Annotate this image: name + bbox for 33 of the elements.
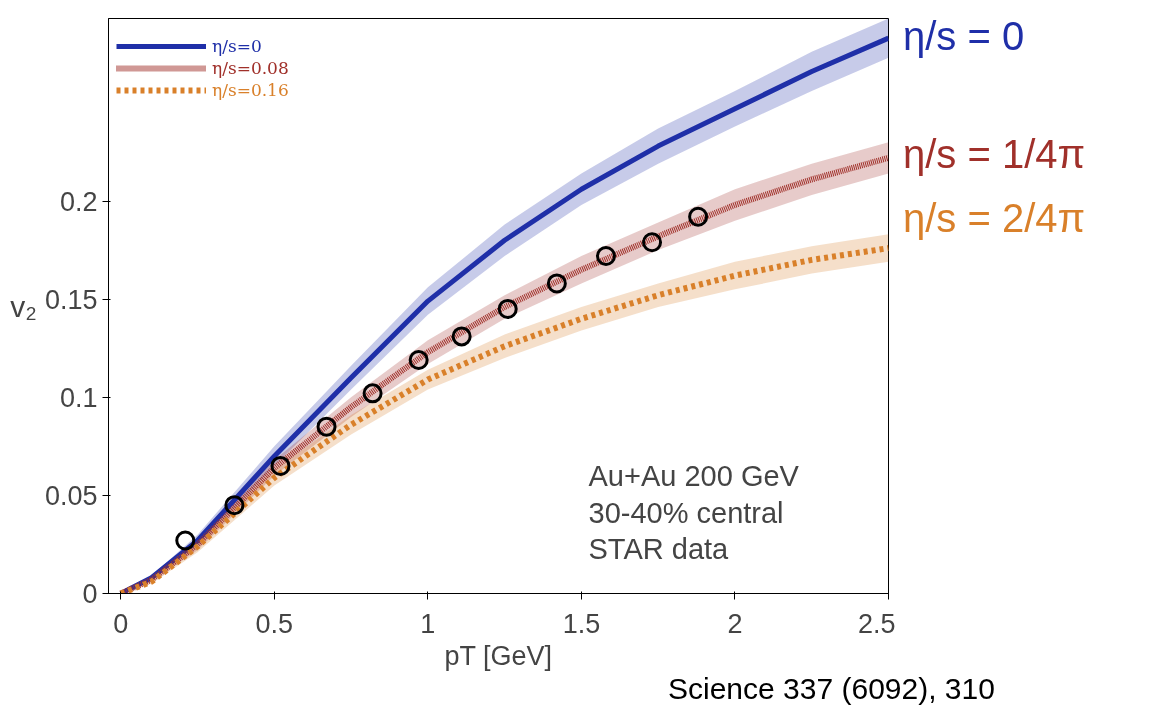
- x-axis-title: pT [GeV]: [444, 640, 553, 671]
- y-tick-label: 0.15: [44, 284, 98, 315]
- point: [688, 206, 709, 227]
- x-tick-label: 0.5: [255, 608, 294, 639]
- y-axis-title: v₂: [10, 289, 37, 323]
- point: [175, 530, 196, 551]
- point: [224, 495, 245, 516]
- point: [316, 416, 337, 437]
- point: [362, 383, 383, 404]
- text: Science 337 (6092), 310: [668, 671, 995, 707]
- x-tick-label: 1.5: [562, 608, 601, 639]
- text: η/s = 0: [903, 13, 1025, 60]
- text: η/s=0.16: [212, 80, 289, 100]
- x-tick-label: 2: [727, 608, 743, 639]
- point: [451, 326, 472, 347]
- y-tick-label: 0.1: [59, 382, 98, 413]
- point: [546, 273, 567, 294]
- y-tick-label: 0: [82, 579, 98, 609]
- x-tick-label: 2.5: [857, 608, 896, 639]
- text: η/s=0.08: [212, 58, 289, 78]
- text: η/s = 1/4π: [903, 131, 1086, 178]
- point: [408, 349, 429, 370]
- point: [642, 232, 663, 253]
- text: η/s=0: [212, 36, 262, 56]
- x-tick-label: 0: [113, 608, 129, 639]
- y-tick-label: 0.2: [59, 186, 98, 217]
- annotation: Au+Au 200 GeV 30-40% central STAR data: [588, 459, 800, 566]
- y-tick-label: 0.05: [44, 480, 98, 511]
- x-tick-label: 1: [420, 608, 436, 639]
- point: [595, 245, 616, 266]
- point: [497, 298, 518, 319]
- text: η/s = 2/4π: [903, 195, 1086, 242]
- point: [270, 455, 291, 476]
